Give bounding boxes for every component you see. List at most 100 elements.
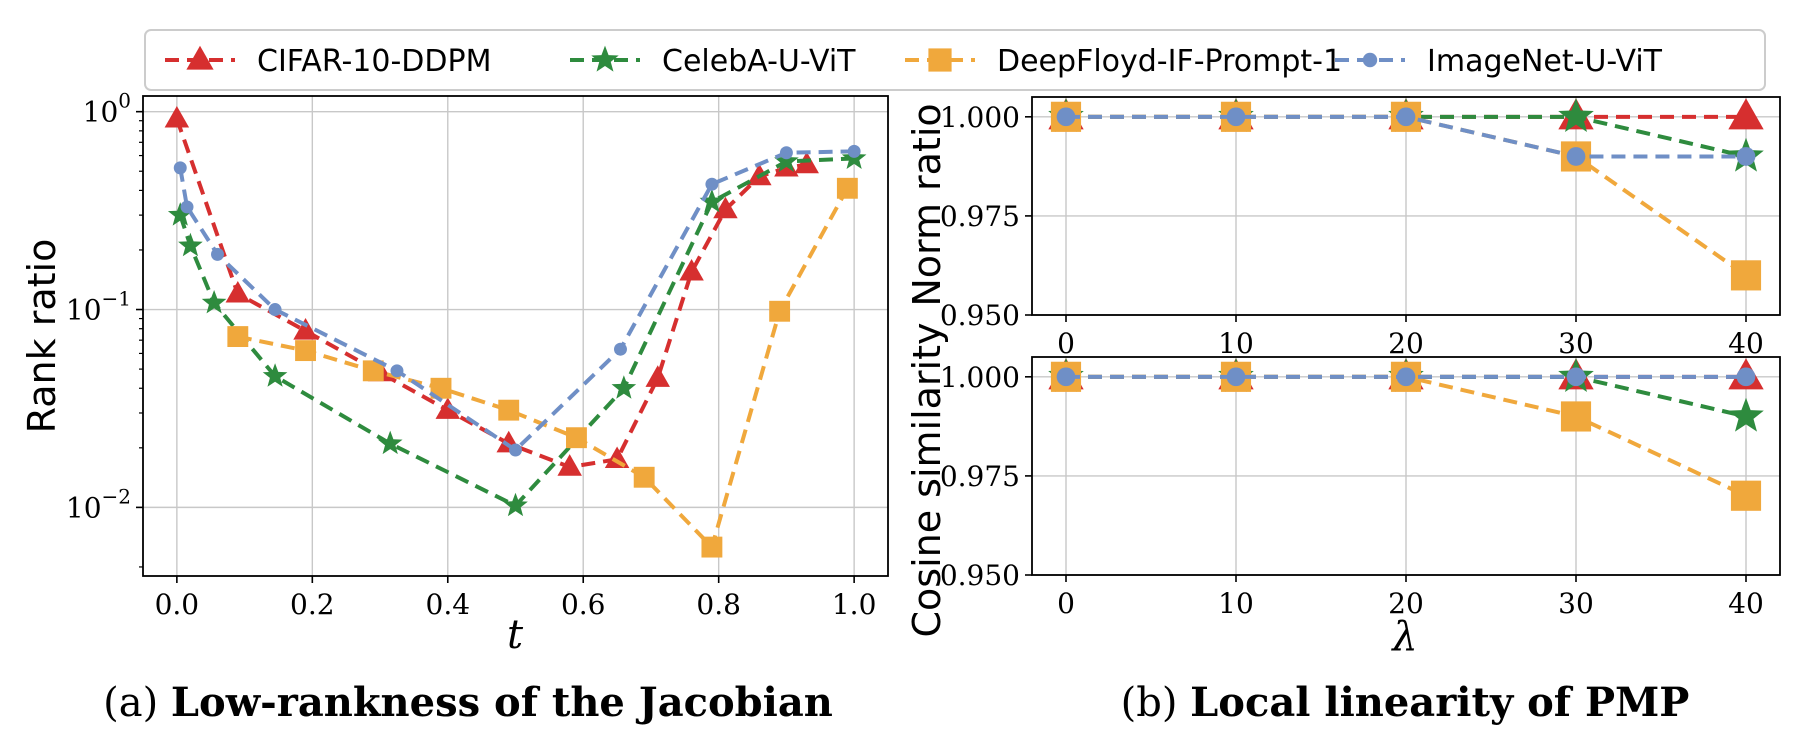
data-point-series-4 bbox=[390, 364, 404, 378]
caption-a: (a) Low-rankness of the Jacobian bbox=[103, 679, 833, 726]
x-tick-label: 0.2 bbox=[290, 588, 335, 621]
data-point-series-4 bbox=[268, 303, 282, 317]
panel-b-bottom-xlabel: λ bbox=[1390, 614, 1417, 660]
legend-label-1: CIFAR-10-DDPM bbox=[257, 44, 491, 79]
panel-b-top: 0 10 20 30 40 1.000 0.975 0.950 Norm ratio bbox=[905, 96, 1781, 360]
panel-b-top-ylabel: Norm ratio bbox=[905, 103, 949, 306]
y-tick-label: 1.000 bbox=[940, 361, 1020, 394]
y-tick-label: 100 bbox=[83, 89, 131, 129]
data-point-series-3 bbox=[769, 300, 791, 322]
panel-b-top-ticks: 0 10 20 30 40 1.000 0.975 0.950 bbox=[940, 101, 1764, 360]
data-point-series-4 bbox=[180, 200, 194, 214]
data-point-series-2 bbox=[262, 363, 288, 387]
panel-a-ticks: 0.0 0.2 0.4 0.6 0.8 1.0 100 10−1 10−2 bbox=[66, 89, 877, 621]
legend-label-2: CelebA-U-ViT bbox=[662, 44, 856, 79]
x-tick-label: 0.8 bbox=[696, 588, 741, 621]
series-line-2 bbox=[178, 156, 855, 508]
caption-b: (b) Local linearity of PMP bbox=[1121, 679, 1690, 726]
data-point-series-1 bbox=[225, 281, 251, 303]
data-point-series-2 bbox=[201, 289, 227, 314]
data-point-series-2 bbox=[1558, 98, 1594, 132]
data-point-series-3 bbox=[1730, 260, 1762, 291]
legend-items: CIFAR-10-DDPM CelebA-U-ViT DeepFloyd-IF-Pr… bbox=[165, 44, 1663, 79]
data-point-series-4 bbox=[173, 161, 187, 175]
data-point-series-3 bbox=[430, 377, 452, 399]
series-line-1 bbox=[174, 118, 808, 469]
y-tick-label: 10−1 bbox=[66, 287, 131, 327]
data-point-series-1 bbox=[435, 397, 461, 419]
panel-b-bottom-ylabel: Cosine similarity bbox=[905, 322, 949, 637]
y-tick-label: 1.000 bbox=[940, 101, 1020, 134]
data-point-series-1 bbox=[1728, 98, 1764, 130]
data-point-series-1 bbox=[293, 318, 318, 340]
data-point-series-1 bbox=[164, 105, 190, 128]
data-point-series-4 bbox=[705, 177, 719, 191]
panel-a: 0.0 0.2 0.4 0.6 0.8 1.0 100 10−1 10−2 t Rank rat… bbox=[20, 89, 889, 658]
data-point-series-4 bbox=[211, 247, 224, 261]
data-point-series-4 bbox=[1226, 367, 1246, 387]
series-line-4 bbox=[178, 149, 855, 452]
x-tick-label: 0.6 bbox=[561, 588, 606, 621]
panel-b-top-series bbox=[1048, 98, 1764, 291]
y-tick-label: 10−2 bbox=[66, 484, 131, 524]
x-tick-label: 20 bbox=[1388, 327, 1424, 360]
data-point-series-3 bbox=[295, 340, 316, 362]
x-tick-label: 30 bbox=[1558, 587, 1594, 620]
panel-a-grid bbox=[143, 96, 888, 576]
data-point-series-3 bbox=[836, 177, 858, 199]
y-tick-label: 0.975 bbox=[940, 460, 1020, 493]
x-tick-label: 1.0 bbox=[832, 588, 877, 621]
legend-label-4: ImageNet-U-ViT bbox=[1427, 44, 1663, 79]
x-tick-label: 20 bbox=[1388, 587, 1424, 620]
panel-a-frame bbox=[142, 95, 889, 577]
data-point-series-3 bbox=[566, 427, 587, 449]
data-point-series-4 bbox=[509, 443, 522, 457]
x-tick-label: 0 bbox=[1057, 327, 1075, 360]
caption-a-title: Low-rankness of the Jacobian bbox=[171, 679, 833, 726]
data-point-series-4 bbox=[1566, 367, 1586, 387]
data-point-series-4 bbox=[847, 144, 861, 158]
data-point-series-2 bbox=[774, 148, 799, 172]
x-tick-label: 30 bbox=[1558, 327, 1594, 360]
data-point-series-1 bbox=[604, 446, 630, 468]
data-point-series-3 bbox=[701, 536, 723, 558]
panel-b-bottom-ticks: 0 10 20 30 40 1.000 0.975 0.950 bbox=[940, 361, 1764, 620]
data-point-series-2 bbox=[1728, 397, 1764, 432]
data-point-series-1 bbox=[679, 259, 704, 281]
data-point-series-4 bbox=[1396, 367, 1416, 387]
legend-marker-4 bbox=[1362, 52, 1378, 68]
data-point-series-2 bbox=[503, 492, 528, 517]
panel-a-ylabel: Rank ratio bbox=[20, 239, 64, 434]
legend-marker-1 bbox=[186, 45, 214, 70]
data-point-series-2 bbox=[377, 430, 403, 455]
data-point-series-4 bbox=[1736, 147, 1756, 166]
data-point-series-4 bbox=[779, 146, 793, 160]
y-tick-label: 0.950 bbox=[940, 299, 1020, 332]
data-point-series-4 bbox=[1056, 107, 1076, 127]
data-point-series-4 bbox=[1736, 367, 1756, 387]
x-tick-label: 0.0 bbox=[155, 588, 200, 621]
x-tick-label: 0 bbox=[1057, 587, 1075, 620]
y-tick-label: 0.975 bbox=[940, 200, 1020, 233]
caption-b-prefix: (b) bbox=[1121, 680, 1178, 726]
panel-a-series bbox=[164, 105, 867, 558]
data-point-series-2 bbox=[178, 232, 203, 257]
x-tick-label: 10 bbox=[1218, 327, 1254, 360]
data-point-series-3 bbox=[633, 466, 655, 488]
caption-b-title: Local linearity of PMP bbox=[1190, 679, 1689, 726]
legend: CIFAR-10-DDPM CelebA-U-ViT DeepFloyd-IF-Pr… bbox=[144, 29, 1766, 91]
x-tick-label: 10 bbox=[1218, 587, 1254, 620]
data-point-series-4 bbox=[1056, 367, 1076, 387]
legend-marker-2 bbox=[591, 45, 619, 72]
x-tick-label: 40 bbox=[1728, 327, 1764, 360]
data-point-series-3 bbox=[1730, 480, 1762, 511]
data-point-series-3 bbox=[227, 326, 249, 348]
x-tick-label: 40 bbox=[1728, 587, 1764, 620]
data-point-series-4 bbox=[1226, 107, 1246, 127]
data-point-series-1 bbox=[713, 196, 738, 219]
data-point-series-3 bbox=[1560, 401, 1592, 432]
data-point-series-2 bbox=[167, 202, 193, 226]
legend-label-3: DeepFloyd-IF-Prompt-1 bbox=[997, 44, 1342, 79]
panel-b-bottom-series bbox=[1048, 358, 1764, 511]
x-tick-label: 0.4 bbox=[426, 588, 471, 621]
